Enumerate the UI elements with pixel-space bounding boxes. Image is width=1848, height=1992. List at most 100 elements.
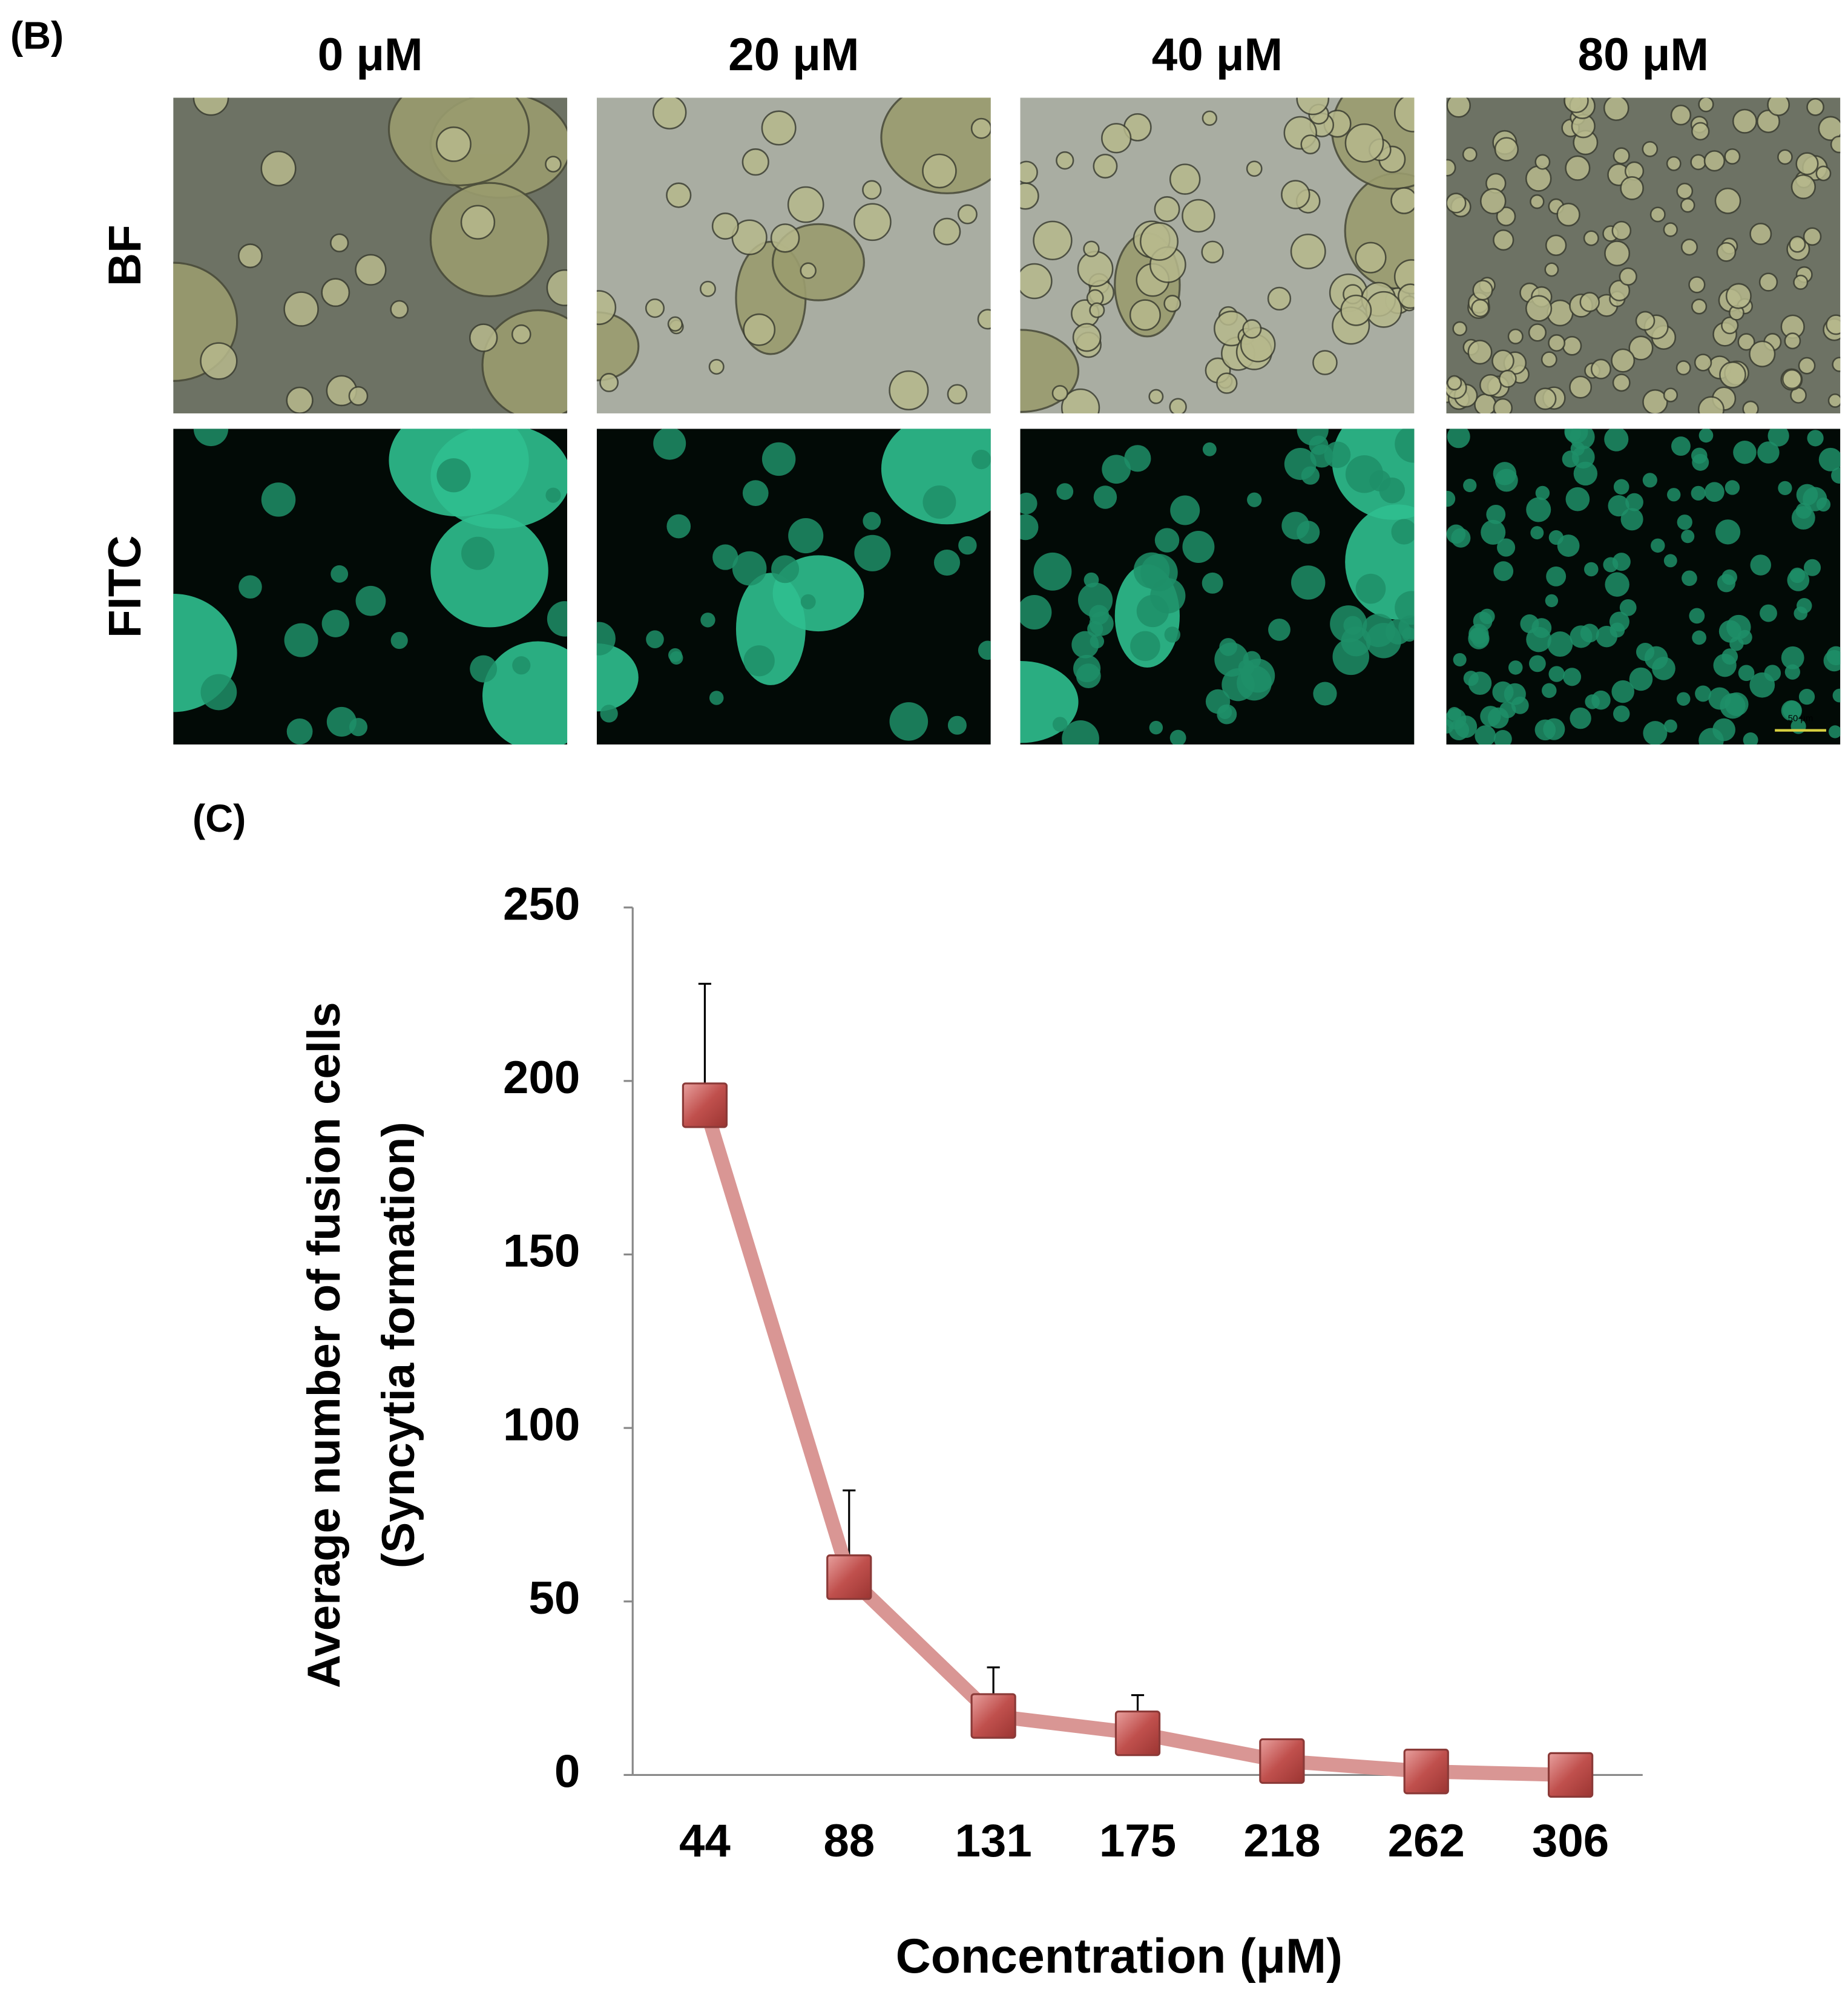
cell (1313, 682, 1337, 706)
cell (1608, 280, 1631, 301)
cell (1636, 642, 1655, 662)
cell (200, 342, 238, 380)
cell (1093, 154, 1118, 179)
cell (1446, 490, 1456, 507)
cell (1643, 721, 1668, 745)
cell (1267, 286, 1292, 311)
cell (1479, 373, 1502, 396)
cell (1605, 572, 1629, 597)
cell (699, 280, 716, 297)
cell (700, 613, 715, 628)
cell (460, 205, 496, 240)
cell (1093, 485, 1117, 509)
micrograph (1446, 429, 1841, 745)
cell (1767, 429, 1789, 447)
cell (957, 204, 978, 225)
marker (1403, 1749, 1449, 1795)
cell (1613, 147, 1630, 165)
cell (355, 585, 386, 616)
cell (1312, 350, 1338, 375)
cell (1732, 108, 1757, 134)
cell (1564, 97, 1589, 114)
cell (800, 594, 816, 610)
cell (1528, 323, 1547, 342)
cell (1148, 389, 1164, 404)
cell (1462, 146, 1478, 162)
cell (1649, 206, 1666, 223)
cell (1130, 631, 1160, 662)
cell (1498, 369, 1517, 388)
cell (1691, 122, 1710, 141)
cell (1541, 351, 1557, 368)
cell (1620, 176, 1644, 200)
marker (1114, 1710, 1161, 1757)
cell (1492, 681, 1514, 703)
cell (1169, 398, 1187, 413)
cell (1629, 667, 1653, 691)
cell (511, 324, 531, 344)
cell (1020, 263, 1053, 300)
cell (1781, 369, 1803, 390)
micrograph (173, 97, 568, 413)
micrograph-content (596, 429, 991, 745)
cell (1664, 719, 1677, 733)
cell (1033, 220, 1073, 260)
cell (469, 323, 498, 352)
cell (286, 718, 313, 745)
cell (1818, 116, 1841, 141)
y-tick-label: 150 (503, 1226, 580, 1277)
cell (1447, 707, 1462, 721)
cell (1544, 262, 1559, 277)
cell (1534, 154, 1551, 170)
cell (922, 153, 957, 189)
cell (1542, 683, 1557, 699)
cell (1826, 314, 1841, 335)
cell (1670, 104, 1692, 126)
cell (1743, 732, 1758, 745)
cell (545, 487, 561, 503)
cell (1663, 222, 1678, 237)
cell (1794, 606, 1808, 620)
cell (1301, 466, 1320, 485)
cell (742, 148, 769, 176)
cell (889, 370, 929, 411)
column-label: 40 μM (1152, 29, 1283, 81)
cell (1698, 728, 1724, 745)
cell (1689, 608, 1705, 624)
x-tick-label: 131 (955, 1815, 1031, 1867)
cell (978, 640, 991, 660)
cell (1625, 493, 1643, 511)
cell (1726, 614, 1751, 640)
cell (1020, 182, 1039, 210)
cell (1737, 333, 1755, 351)
panel-label: (B) (10, 15, 64, 58)
cell (854, 534, 891, 571)
cell (1719, 361, 1746, 389)
cell (1344, 123, 1384, 163)
cell (1300, 134, 1321, 155)
cell (1366, 623, 1402, 659)
cell (1056, 151, 1074, 170)
cell (1803, 559, 1821, 576)
cell (1217, 704, 1237, 725)
cell (260, 150, 297, 186)
cell (1545, 594, 1559, 608)
cell (1033, 552, 1072, 591)
cell (761, 442, 796, 476)
cell (922, 485, 956, 519)
cell (1609, 611, 1629, 632)
micrograph (1020, 97, 1415, 413)
cell (1565, 155, 1591, 181)
cell (970, 117, 991, 139)
cell (1692, 630, 1706, 645)
cell (1468, 671, 1492, 695)
cell (1481, 519, 1506, 545)
cell (237, 243, 263, 269)
cell (1296, 97, 1330, 116)
cell (1546, 566, 1567, 587)
cell (1467, 340, 1493, 365)
cell (1612, 373, 1631, 392)
cell (1725, 283, 1752, 309)
cell (1789, 567, 1806, 583)
micrograph-content (596, 97, 991, 413)
